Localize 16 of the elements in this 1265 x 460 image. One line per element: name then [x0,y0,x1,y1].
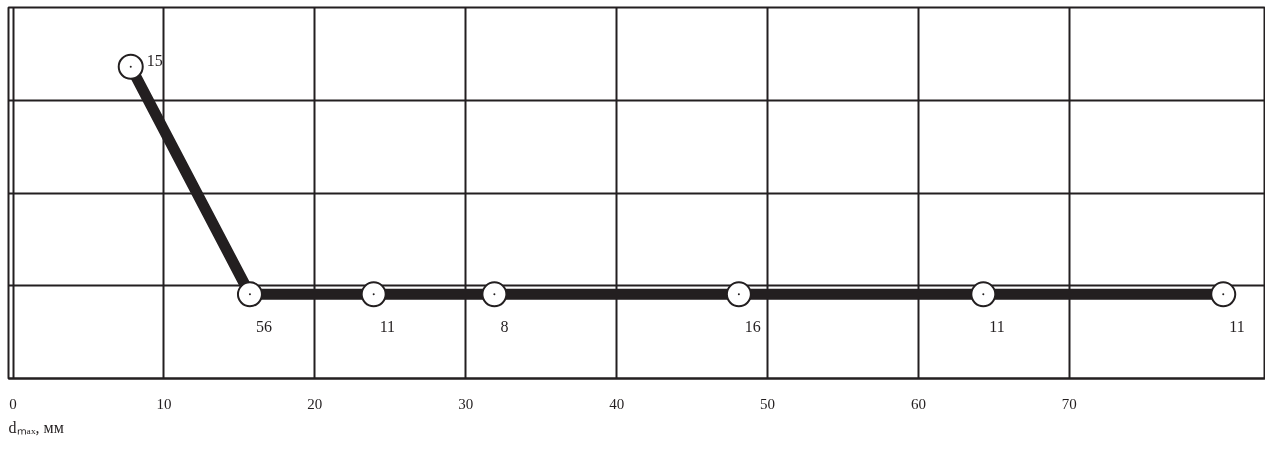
x-tick-label: 0 [9,395,17,412]
annotation: 11 [1229,317,1245,335]
x-tick-label: 50 [760,395,776,412]
x-tick-label: 10 [156,395,172,412]
x-tick-label: 40 [609,395,625,412]
x-tick-label: 30 [458,395,474,412]
annotation: 11 [379,317,396,335]
x-axis-title: dₘₐₓ, мм [8,418,64,436]
x-tick-label: 60 [910,395,926,412]
annotation: 8 [500,317,509,335]
annotation: 11 [989,317,1005,335]
x-tick-label: 20 [307,395,323,412]
annotation: 15 [146,52,163,70]
annotation: 16 [744,317,761,335]
x-tick-label: 70 [1061,395,1077,412]
annotation: 56 [255,317,272,335]
